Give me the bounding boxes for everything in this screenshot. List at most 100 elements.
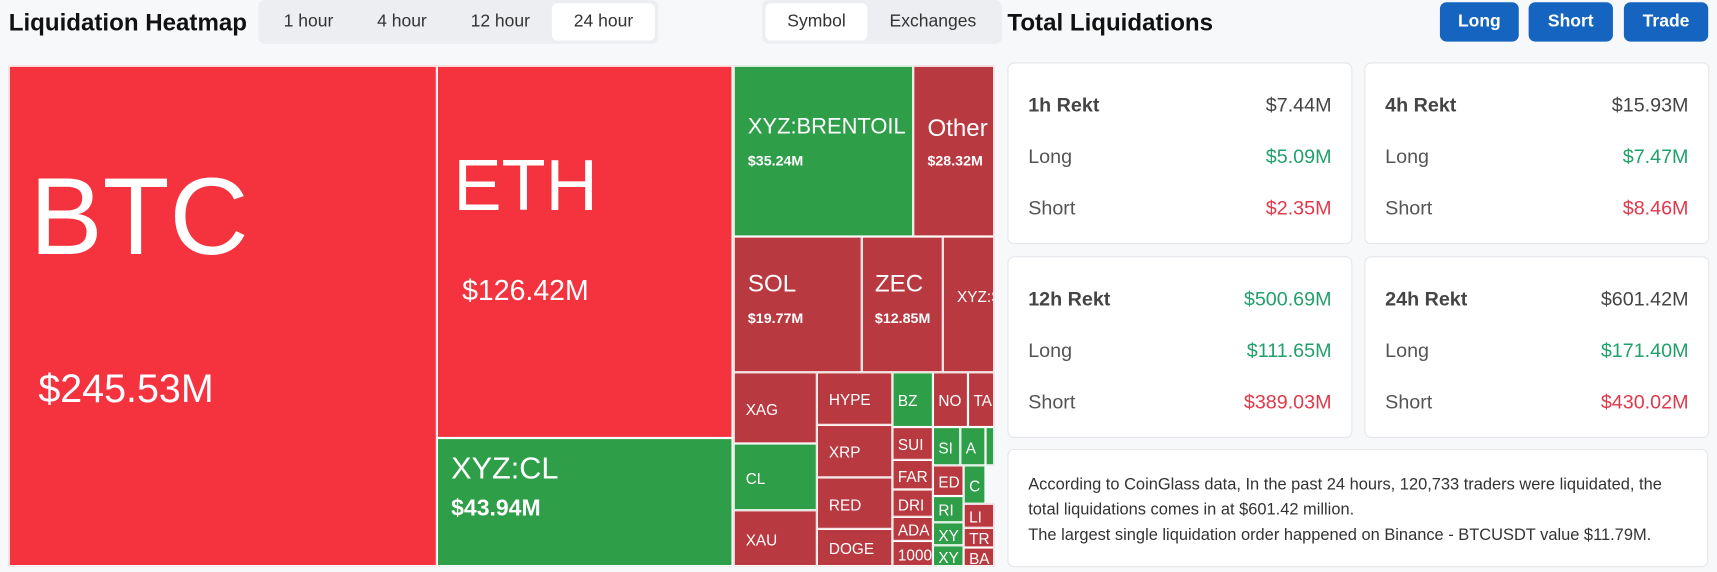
heatmap-tile[interactable]: RED [816,477,893,529]
row-value: $111.65M [1246,339,1332,362]
heatmap-tile[interactable]: BZ [892,372,933,428]
tile-label: CL [745,469,766,487]
row-value: $5.09M [1265,145,1332,168]
card-row: Long $5.09M [1028,146,1331,169]
card-row: 4h Rekt $15.93M [1385,94,1688,117]
heatmap-tile[interactable]: XYZ:CL $43.94M [436,438,733,567]
heatmap-tile[interactable]: DRI [892,489,933,517]
tile-value: $35.24M [747,152,804,169]
row-label: Long [1385,145,1430,168]
heatmap-tile[interactable]: BA [963,547,995,567]
heatmap-tile[interactable]: SOL $19.77M [733,236,862,373]
action-button[interactable]: Trade [1623,2,1709,42]
card-row: Short $389.03M [1028,391,1331,414]
tile-label: XYZ:S [957,287,993,306]
view-tabs: Symbol Exchanges [762,0,1002,44]
rekt-card: 12h Rekt $500.69M Long $111.65M Short $389.03… [1007,256,1353,438]
heatmap-tile[interactable]: HYPE [816,372,893,425]
tile-value: $43.94M [451,496,541,522]
heatmap-tile[interactable]: 1000 [892,540,933,567]
row-value: $2.35M [1265,197,1332,219]
tile-label: BA [969,549,990,567]
action-button[interactable]: Short [1528,2,1613,42]
tile-label: XY [938,526,959,544]
tile-label: XYZ:CL [451,451,559,486]
heatmap-tile[interactable]: C [963,465,986,504]
row-label: Long [1028,339,1073,362]
card-row: Short $8.46M [1385,197,1688,220]
tile-label: XAU [745,530,778,549]
row-value: $7.47M [1622,145,1689,168]
action-button[interactable]: Long [1439,2,1519,42]
tile-label: BTC [29,155,249,279]
heatmap-tile[interactable]: NO [932,372,968,428]
tile-label: C [969,476,981,495]
heatmap-tile[interactable]: DOGE [816,528,893,567]
card-total: $601.42M [1600,287,1689,310]
card-row: Short $430.02M [1385,391,1688,414]
time-tab[interactable]: 4 hour [377,12,427,31]
summary: According to CoinGlass data, In the past… [1007,448,1709,568]
heatmap-tile[interactable]: ZEC $12.85M [861,236,943,373]
tile-label: BZ [897,392,918,410]
time-tab[interactable]: 24 hour [551,3,656,41]
heatmap-tile[interactable]: Other $28.32M [913,65,995,237]
row-value: $171.40M [1600,339,1689,362]
tile-label: SOL [747,269,797,297]
heatmap-tile[interactable]: XAG [733,372,817,444]
heatmap-tile[interactable]: CL [733,443,817,511]
heatmap-tile[interactable] [985,427,995,466]
view-tab[interactable]: Symbol [765,3,868,41]
tile-label: Other [927,113,988,142]
time-tab[interactable]: 1 hour [283,12,334,31]
tile-label: NO [938,392,962,410]
tile-label: ETH [453,144,598,226]
tile-value: $245.53M [38,366,214,412]
card-title: 1h Rekt [1028,94,1100,117]
tile-label: RI [938,501,954,520]
card-title: 4h Rekt [1385,94,1457,117]
card-row: 12h Rekt $500.69M [1028,288,1331,311]
heatmap-tile[interactable]: BTC $245.53M [8,65,437,567]
heatmap-tile[interactable]: TR [963,527,995,548]
tile-label: SI [938,438,953,457]
heatmap-tile[interactable]: RI [932,496,964,523]
heatmap-tile[interactable]: TA [967,372,995,428]
time-tab[interactable]: 12 hour [470,12,530,31]
row-label: Long [1385,339,1430,362]
heatmap-tile[interactable]: XYZ:S [942,236,995,373]
heatmap-tile[interactable]: XRP [816,424,893,478]
heatmap-tile[interactable]: ADA [892,516,933,541]
heatmap-tile[interactable]: ETH $126.42M [436,65,733,438]
card-row: Long $111.65M [1028,339,1331,362]
heatmap-tile[interactable]: XY [932,522,964,546]
view-tab[interactable]: Exchanges [889,12,977,31]
heatmap-tile[interactable]: SI [932,427,961,466]
tile-label: DOGE [828,539,875,558]
tile-label: RED [828,495,862,514]
card-title: 12h Rekt [1028,287,1111,310]
heatmap-tile[interactable]: A [960,427,986,466]
tile-label: FAR [897,467,928,485]
heatmap-tile[interactable]: LI [963,503,995,528]
tile-value: $28.32M [927,152,983,169]
heatmap-tile[interactable]: XAU [733,510,817,567]
panel-title: Total Liquidations [1007,8,1214,37]
tile-label: XYZ:BRENTOIL [747,114,906,140]
tile-label: ADA [897,521,930,539]
heatmap-tile[interactable]: ED [932,465,964,497]
summary-line: According to CoinGlass data, In the past… [1028,475,1662,520]
tile-label: TR [969,529,990,548]
heatmap-tile[interactable]: FAR [892,459,933,490]
row-label: Short [1385,390,1433,413]
tile-label: ZEC [874,269,924,297]
tile-label: 1000 [897,545,933,564]
heatmap-tile[interactable]: SUI [892,427,933,460]
tile-value: $19.77M [747,310,804,327]
heatmap-tile[interactable]: XYZ:BRENTOIL $35.24M [733,65,914,237]
summary-line: The largest single liquidation order hap… [1028,525,1652,545]
card-row: 1h Rekt $7.44M [1028,94,1331,117]
tile-label: TA [973,392,992,410]
tile-value: $12.85M [874,310,931,327]
heatmap-tile[interactable]: XY [932,545,964,567]
